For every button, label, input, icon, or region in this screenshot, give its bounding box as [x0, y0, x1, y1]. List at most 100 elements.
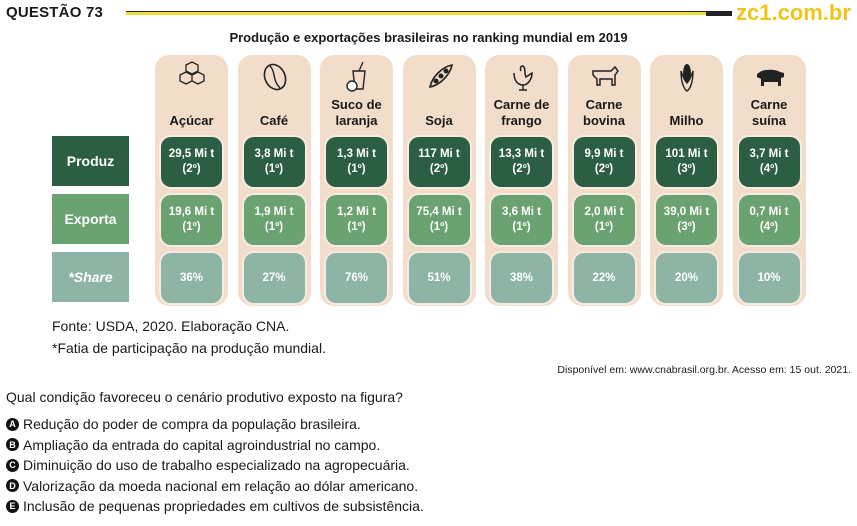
- produz-value: 13,3 Mi t: [498, 148, 545, 160]
- exporta-value: 1,9 Mi t: [254, 206, 294, 218]
- exporta-value: 1,2 Mi t: [337, 206, 376, 218]
- exporta-cell: 0,7 Mi t (4º): [738, 195, 800, 245]
- figure-source: Fonte: USDA, 2020. Elaboração CNA.: [52, 318, 290, 334]
- corn-icon: [680, 64, 694, 92]
- brand-logo: zc1.com.br: [736, 0, 851, 25]
- produz-value: 3,8 Mi t: [254, 148, 294, 160]
- exporta-rank: (1º): [347, 221, 366, 233]
- column-name-text: Açúcar: [169, 113, 214, 128]
- produz-rank: (2º): [182, 163, 201, 175]
- produz-rank: (1º): [264, 163, 284, 175]
- option-letter-badge: E: [6, 499, 19, 513]
- produz-rank: (4º): [759, 163, 779, 175]
- option-b[interactable]: B Ampliação da entrada do capital agroind…: [6, 437, 380, 453]
- exporta-cell: 39,0 Mi t (3º): [656, 195, 717, 245]
- exporta-cell: 1,2 Mi t (1º): [326, 195, 387, 245]
- column-6: Carne bovina 9,9 Mi t (2º) 2,0 Mi t (1º) 22%: [567, 55, 641, 306]
- exporta-value: 3,6 Mi t: [502, 206, 541, 218]
- soy-pod-icon: [428, 63, 453, 89]
- produz-cell: 29,5 Mi t (2º): [161, 137, 222, 187]
- row-label-exporta: Exporta: [52, 194, 129, 244]
- option-letter-badge: D: [6, 479, 19, 492]
- produz-cell: 1,3 Mi t (1º): [326, 137, 387, 187]
- option-c[interactable]: C Diminuição do uso de trabalho especiali…: [6, 457, 410, 473]
- header-rule: [126, 11, 732, 15]
- question-number: QUESTÃO 73: [6, 4, 104, 21]
- exporta-rank: (4º): [759, 221, 779, 233]
- question-text: Qual condição favoreceu o cenário produt…: [6, 389, 403, 405]
- exporta-cell: 1,9 Mi t (1º): [243, 195, 305, 245]
- column-name: Suco de laranja: [320, 95, 393, 129]
- produz-value: 29,5 Mi t: [168, 148, 215, 160]
- produz-value: 9,9 Mi t: [584, 148, 624, 160]
- sugar-cubes-icon: [179, 61, 205, 85]
- column-2: Café 3,8 Mi t (1º) 1,9 Mi t (1º) 27%: [237, 55, 311, 306]
- exporta-value: 0,7 Mi t: [749, 206, 789, 218]
- column-1: Açúcar 29,5 Mi t (2º) 19,6 Mi t (1º) 36%: [155, 55, 228, 306]
- produz-rank: (2º): [512, 163, 531, 175]
- figure-title: Produção e exportações brasileiras no ra…: [229, 30, 628, 45]
- exporta-value: 19,6 Mi t: [168, 206, 215, 218]
- column-name-text: Carne suína: [750, 97, 788, 128]
- produz-rank: (2º): [429, 163, 449, 175]
- exporta-cell: 19,6 Mi t (1º): [161, 195, 222, 245]
- column-5: Carne de frango 13,3 Mi t (2º) 3,6 Mi t (1º)…: [485, 55, 558, 306]
- produz-value: 1,3 Mi t: [337, 148, 376, 160]
- share-cell: 22%: [573, 253, 635, 303]
- exporta-value: 39,0 Mi t: [663, 206, 710, 218]
- row-label-share: *Share: [52, 252, 129, 302]
- column-name: Soja: [403, 95, 476, 129]
- share-cell: 51%: [408, 253, 470, 303]
- produz-value: 3,7 Mi t: [749, 148, 789, 160]
- coffee-bean-icon: [263, 63, 286, 91]
- exporta-rank: (1º): [512, 221, 531, 233]
- column-name-text: Café: [259, 113, 289, 128]
- cow-icon: [591, 65, 619, 86]
- header-rule-end: [706, 11, 732, 16]
- column-name: Carne bovina: [568, 95, 641, 129]
- column-name: Carne de frango: [485, 95, 558, 129]
- availability-citation: Disponível em: www.cnabrasil.org.br. Ace…: [557, 364, 851, 376]
- exporta-rank: (1º): [264, 221, 284, 233]
- option-letter-badge: B: [6, 438, 19, 451]
- figure-note: *Fatia de participação na produção mundi…: [52, 340, 326, 356]
- exporta-rank: (1º): [182, 221, 201, 233]
- option-a[interactable]: A Redução do poder de compra da população…: [6, 416, 361, 432]
- share-cell: 27%: [243, 253, 305, 303]
- produz-value: 117 Mi t: [418, 148, 460, 160]
- exporta-rank: (1º): [594, 221, 614, 233]
- exporta-rank: (1º): [429, 221, 449, 233]
- column-3: Suco de laranja 1,3 Mi t (1º) 1,2 Mi t (1º) 7…: [320, 55, 393, 306]
- produz-cell: 3,7 Mi t (4º): [738, 137, 800, 187]
- produz-cell: 3,8 Mi t (1º): [243, 137, 305, 187]
- column-name: Carne suína: [733, 95, 806, 129]
- column-name: Milho: [650, 95, 723, 129]
- share-cell: 36%: [161, 253, 222, 303]
- row-label-produz: Produz: [52, 136, 129, 186]
- option-text: Ampliação da entrada do capital agroindu…: [23, 436, 381, 453]
- column-name-text: Carne bovina: [583, 97, 625, 128]
- produz-rank: (1º): [347, 163, 366, 175]
- exporta-value: 75,4 Mi t: [416, 206, 462, 218]
- share-cell: 38%: [491, 253, 552, 303]
- option-d[interactable]: D Valorização da moeda nacional em relaçã…: [6, 478, 418, 494]
- option-letter-badge: C: [6, 458, 19, 472]
- exporta-value: 2,0 Mi t: [584, 206, 624, 218]
- column-4: Soja 117 Mi t (2º) 75,4 Mi t (1º) 51%: [402, 55, 476, 306]
- option-letter-badge: A: [6, 417, 19, 431]
- produz-cell: 13,3 Mi t (2º): [491, 137, 552, 187]
- column-name-text: Soja: [425, 113, 453, 128]
- option-text: Valorização da moeda nacional em relação…: [23, 477, 419, 494]
- exporta-cell: 3,6 Mi t (1º): [491, 195, 552, 245]
- produz-cell: 101 Mi t (3º): [656, 137, 717, 187]
- exporta-rank: (3º): [677, 221, 696, 233]
- chicken-icon: [513, 65, 533, 91]
- option-text: Inclusão de pequenas propriedades em cul…: [23, 498, 424, 514]
- column-name-text: Suco de laranja: [331, 97, 382, 128]
- column-name-text: Carne de frango: [493, 97, 550, 128]
- column-name: Açúcar: [155, 95, 228, 129]
- column-name: Café: [238, 95, 311, 129]
- produz-rank: (2º): [594, 163, 614, 175]
- column-name-text: Milho: [669, 113, 704, 128]
- option-e[interactable]: E Inclusão de pequenas propriedades em cu…: [6, 498, 424, 514]
